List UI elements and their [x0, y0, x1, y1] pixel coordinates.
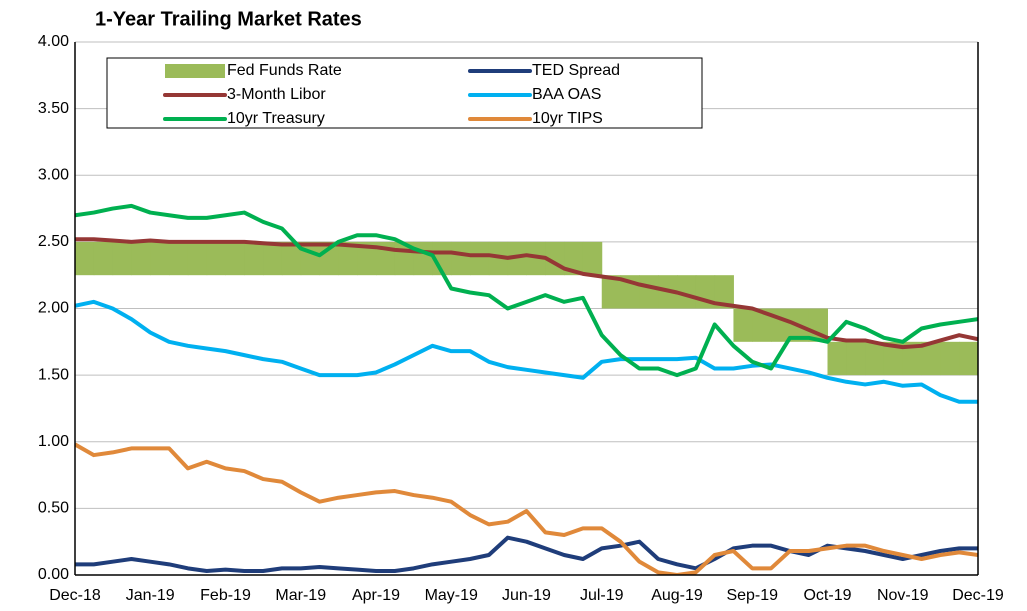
band-segment: [451, 241, 471, 276]
x-tick-label: Mar-19: [275, 587, 326, 604]
series-line: [75, 203, 978, 378]
band-segment: [169, 241, 189, 276]
band-segment: [771, 308, 791, 342]
band-segment: [206, 241, 226, 276]
band-segment: [846, 341, 866, 376]
band-segment: [150, 241, 170, 276]
band-segment: [564, 241, 584, 276]
y-tick-label: 3.00: [38, 166, 69, 183]
legend-label: 10yr TIPS: [532, 110, 603, 127]
y-tick-label: 1.50: [38, 366, 69, 383]
y-tick-label: 4.00: [38, 33, 69, 50]
chart-title: 1-Year Trailing Market Rates: [95, 8, 362, 30]
band-segment: [413, 241, 433, 276]
x-tick-label: Dec-18: [49, 587, 101, 604]
band-segment: [93, 241, 114, 276]
band-segment: [131, 241, 151, 276]
series-line: [75, 535, 978, 574]
legend-swatch: [165, 64, 225, 78]
band-segment: [507, 241, 527, 276]
band-segment: [921, 341, 941, 376]
x-tick-label: Dec-19: [952, 587, 1004, 604]
band-segment: [752, 308, 772, 342]
band-segment: [639, 275, 659, 309]
band-segment: [714, 275, 734, 309]
band-segment: [300, 241, 321, 276]
band-segment: [601, 275, 622, 309]
x-tick-label: Jun-19: [502, 587, 551, 604]
legend-label: Fed Funds Rate: [227, 62, 342, 79]
series-line: [75, 237, 978, 350]
legend-label: TED Spread: [532, 62, 620, 79]
band-segment: [338, 241, 358, 276]
x-tick-label: Apr-19: [352, 587, 400, 604]
band-segment: [827, 341, 847, 376]
legend-label: 10yr Treasury: [227, 110, 325, 127]
band-segment: [263, 241, 283, 276]
band-segment: [75, 241, 95, 276]
x-tick-label: May-19: [425, 587, 478, 604]
band-segment: [940, 341, 960, 376]
y-tick-label: 0.00: [38, 566, 69, 583]
x-tick-label: Aug-19: [651, 587, 703, 604]
band-segment: [959, 341, 978, 376]
x-tick-label: Jan-19: [126, 587, 175, 604]
band-segment: [902, 341, 923, 376]
band-segment: [281, 241, 302, 276]
x-tick-label: Oct-19: [803, 587, 851, 604]
y-tick-label: 2.00: [38, 300, 69, 317]
y-tick-label: 1.00: [38, 433, 69, 450]
band-segment: [883, 341, 904, 376]
x-tick-label: Nov-19: [877, 587, 929, 604]
band-segment: [470, 241, 490, 276]
band-segment: [187, 241, 208, 276]
x-tick-label: Jul-19: [580, 587, 624, 604]
series-line: [75, 299, 978, 404]
plot-area: [75, 203, 978, 575]
band-segment: [582, 241, 603, 276]
band-segment: [677, 275, 697, 309]
band-segment: [112, 241, 132, 276]
band-segment: [865, 341, 885, 376]
y-tick-label: 3.50: [38, 100, 69, 117]
legend-label: BAA OAS: [532, 86, 601, 103]
band-segment: [733, 308, 753, 342]
x-tick-label: Sep-19: [726, 587, 778, 604]
x-tick-label: Feb-19: [200, 587, 251, 604]
y-tick-label: 2.50: [38, 233, 69, 250]
band-segment: [225, 241, 245, 276]
series-line: [75, 442, 978, 575]
legend-label: 3-Month Libor: [227, 86, 326, 103]
band-segment: [357, 241, 377, 276]
y-tick-label: 0.50: [38, 500, 69, 517]
band-segment: [244, 241, 264, 276]
